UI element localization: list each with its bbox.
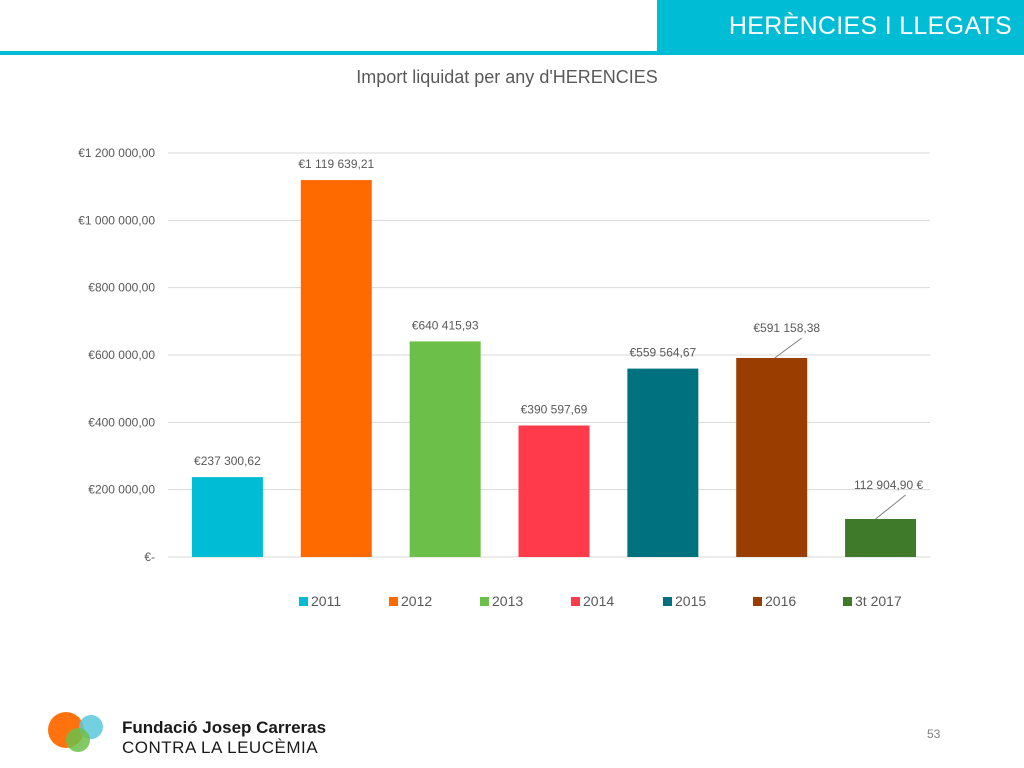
data-label: 112 904,90 € — [854, 478, 924, 492]
legend-swatch — [299, 597, 308, 606]
legend-swatch — [571, 597, 580, 606]
label-leader-line — [774, 337, 803, 359]
data-label: €390 597,69 — [521, 402, 588, 416]
y-tick-label: €200 000,00 — [88, 483, 155, 497]
page-number: 53 — [927, 727, 941, 741]
legend-label: 2012 — [401, 593, 432, 609]
org-name: Fundació Josep Carreras — [122, 718, 327, 737]
y-tick-label: €800 000,00 — [88, 281, 155, 295]
bar-2011 — [191, 477, 263, 557]
data-label: €559 564,67 — [629, 346, 696, 360]
header-rule — [0, 51, 1024, 55]
legend-label: 2011 — [311, 593, 341, 609]
bar-2013 — [409, 341, 481, 557]
legend-swatch — [389, 597, 398, 606]
data-label: €1 119 639,21 — [298, 157, 374, 171]
legend-label: 2016 — [765, 593, 796, 609]
data-label: €591 158,38 — [753, 321, 820, 335]
y-tick-label: €1 000 000,00 — [78, 213, 155, 227]
legend-swatch — [753, 597, 762, 606]
y-tick-label: €1 200 000,00 — [78, 146, 155, 160]
y-tick-label: €600 000,00 — [88, 348, 155, 362]
legend-label: 3t 2017 — [855, 593, 902, 609]
overlapping-circles-logo-icon — [48, 712, 103, 752]
legend-swatch — [480, 597, 489, 606]
label-leader-line — [875, 494, 906, 520]
org-subtitle: CONTRA LA LEUCÈMIA — [122, 738, 319, 757]
legend-swatch — [843, 597, 852, 606]
data-label: €640 415,93 — [412, 318, 479, 332]
data-label: €237 300,62 — [194, 454, 261, 468]
legend-label: 2015 — [675, 593, 706, 609]
bar-2014 — [518, 425, 590, 557]
header-banner: HERÈNCIES I LLEGATS — [657, 0, 1024, 53]
y-tick-label: €- — [144, 550, 155, 564]
bar-2012 — [300, 180, 372, 557]
y-tick-label: €400 000,00 — [88, 415, 155, 429]
slide-title: HERÈNCIES I LLEGATS — [728, 12, 1012, 40]
legend-swatch — [663, 597, 672, 606]
bar-3t-2017 — [845, 518, 917, 557]
legend-label: 2014 — [583, 593, 614, 609]
bar-2016 — [736, 357, 808, 557]
bar-2015 — [627, 368, 699, 557]
chart-title: Import liquidat per any d'HERENCIES — [356, 67, 658, 87]
legend-label: 2013 — [492, 593, 523, 609]
